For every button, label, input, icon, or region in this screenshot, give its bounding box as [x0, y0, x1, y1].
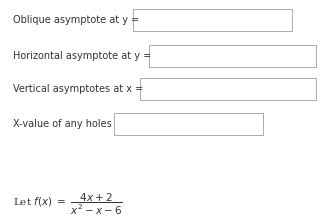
Text: Vertical asymptotes at x =: Vertical asymptotes at x = [13, 84, 143, 94]
Text: X-value of any holes: X-value of any holes [13, 119, 112, 129]
Text: Oblique asymptote at y =: Oblique asymptote at y = [13, 15, 139, 25]
FancyBboxPatch shape [149, 45, 316, 67]
Text: Let $f(x)\ =\ \dfrac{4x+2}{x^2-x-6}$: Let $f(x)\ =\ \dfrac{4x+2}{x^2-x-6}$ [13, 192, 122, 217]
FancyBboxPatch shape [114, 113, 263, 135]
FancyBboxPatch shape [140, 78, 316, 100]
FancyBboxPatch shape [133, 9, 292, 31]
Text: Horizontal asymptote at y =: Horizontal asymptote at y = [13, 51, 151, 61]
